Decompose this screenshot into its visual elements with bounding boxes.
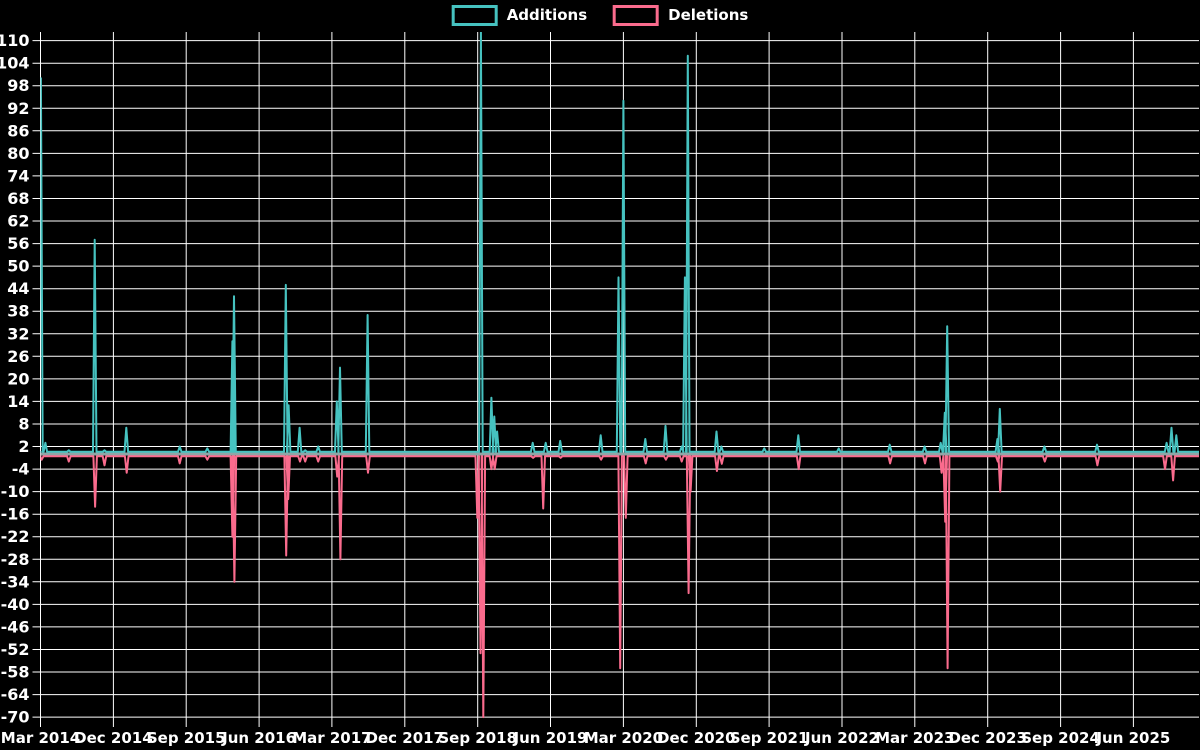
y-tick-label: -4 [12,460,30,479]
y-tick-label: 68 [7,189,29,208]
y-tick-label: 56 [7,234,29,253]
y-tick-label: 20 [7,369,29,388]
y-tick-label: 2 [18,437,29,456]
y-tick-label: 92 [7,99,29,118]
series-additions-line [40,32,1199,453]
x-tick-label: Mar 2014 [1,729,80,747]
x-tick-label: Jun 2016 [221,729,296,747]
y-tick-label: -64 [1,685,30,704]
x-tick-label: Mar 2020 [584,729,663,747]
y-tick-label: 8 [18,415,29,434]
y-tick-label: -34 [1,572,30,591]
x-tick-label: Sep 2021 [730,729,809,747]
y-tick-label: -52 [1,640,30,659]
x-tick-label: Dec 2017 [366,729,445,747]
y-tick-label: 50 [7,257,29,276]
legend-label-deletions: Deletions [668,6,749,24]
x-tick-label: Jun 2022 [804,729,879,747]
y-tick-label: 104 [0,54,30,73]
y-tick-label: -70 [1,708,30,727]
legend-item-additions[interactable]: Additions [451,5,588,26]
x-tick-label: Mar 2023 [875,729,954,747]
y-tick-label: -46 [1,617,30,636]
y-tick-label: 98 [7,76,29,95]
x-tick-label: Jun 2019 [513,729,588,747]
y-tick-label: -28 [1,550,30,569]
legend-label-additions: Additions [506,6,588,24]
y-tick-label: 38 [7,302,29,321]
y-tick-label: 62 [7,212,29,231]
y-tick-label: 14 [7,392,29,411]
x-tick-label: Jun 2025 [1095,729,1170,747]
x-tick-label: Sep 2024 [1021,729,1100,747]
y-tick-label: 32 [7,324,29,343]
y-tick-label: 80 [7,144,29,163]
y-tick-label: 74 [7,166,29,185]
x-tick-label: Mar 2017 [292,729,371,747]
legend-item-deletions[interactable]: Deletions [613,5,748,26]
y-tick-label: 86 [7,121,29,140]
chart-legend: Additions Deletions [451,5,748,26]
y-tick-label: 26 [7,347,29,366]
deletions-swatch-icon [613,5,660,26]
y-tick-label: -58 [1,663,30,682]
x-tick-label: Dec 2014 [74,729,153,747]
x-tick-label: Dec 2023 [948,729,1027,747]
series-deletions-line [40,455,1199,719]
y-tick-label: -40 [1,595,30,614]
additions-swatch-icon [451,5,498,26]
y-tick-label: -16 [1,505,30,524]
y-tick-label: 44 [7,279,29,298]
x-tick-label: Sep 2015 [147,729,226,747]
y-tick-label: -10 [1,482,30,501]
x-tick-label: Dec 2020 [657,729,736,747]
y-tick-label: 110 [0,31,30,50]
y-tick-label: -22 [1,527,30,546]
x-tick-label: Sep 2018 [438,729,517,747]
